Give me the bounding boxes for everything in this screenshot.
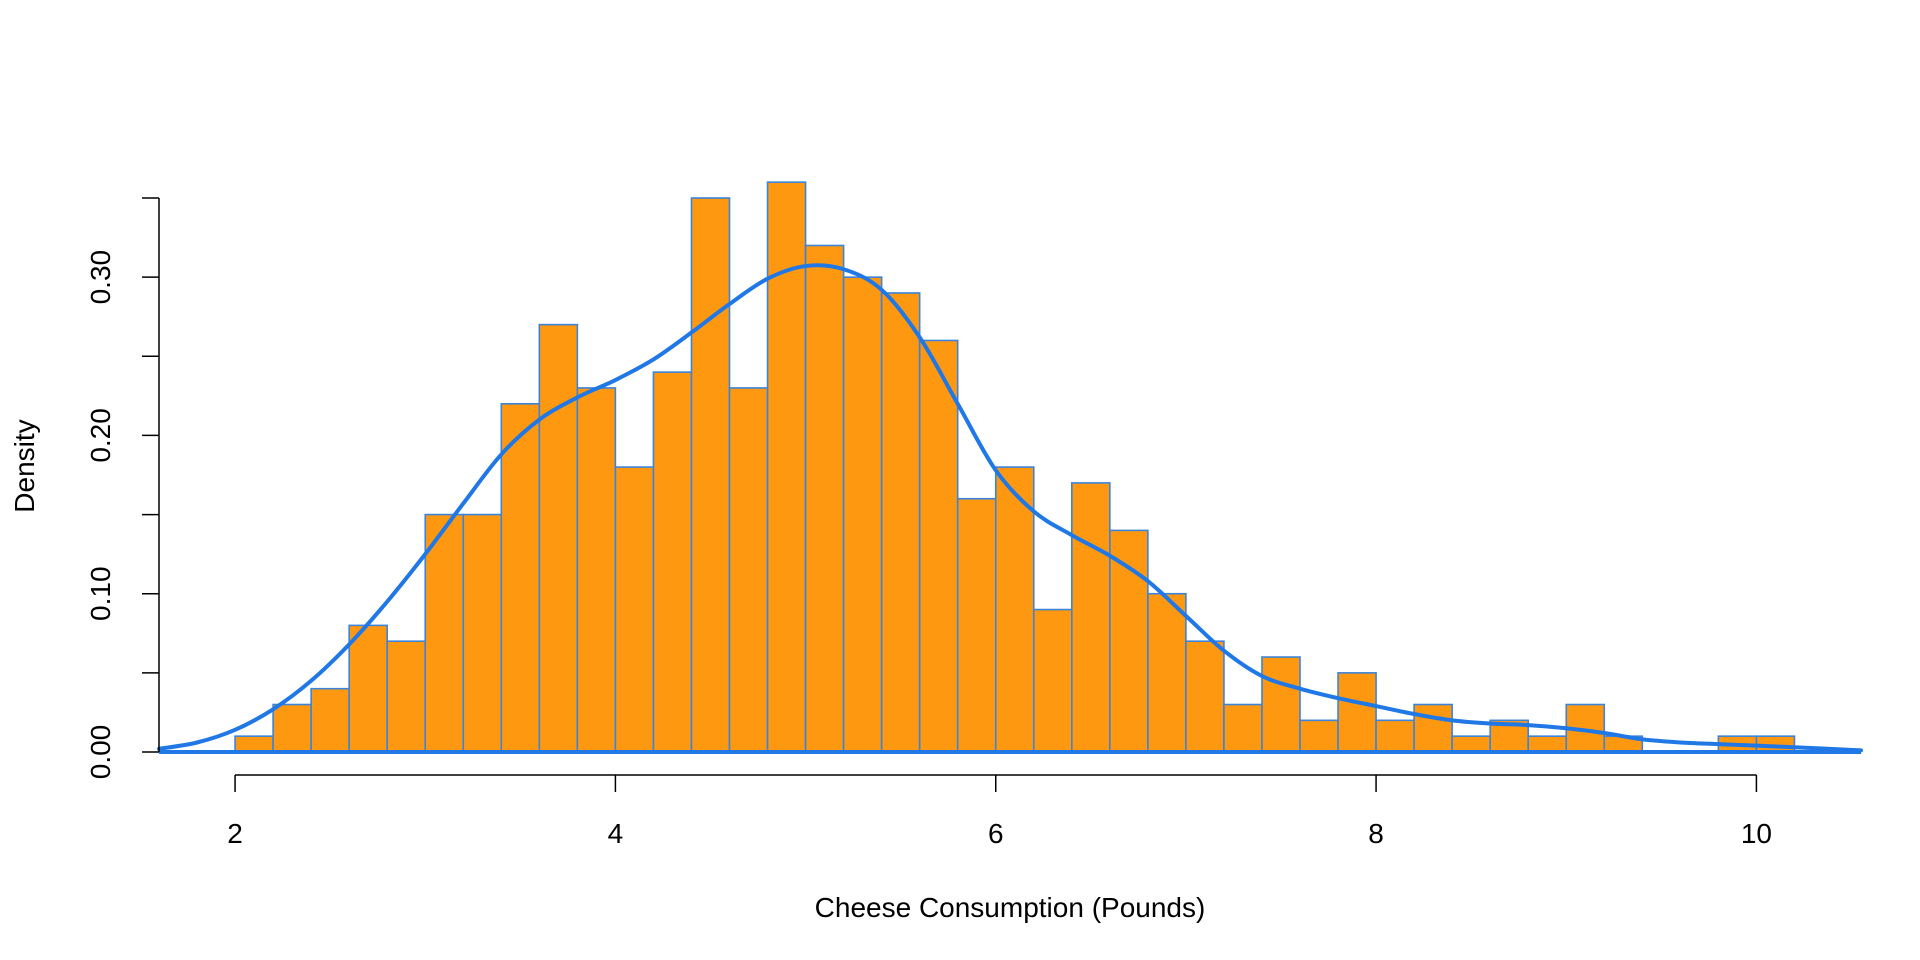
- histogram-bar: [918, 339, 959, 753]
- histogram-bar: [234, 735, 274, 753]
- histogram-bar: [804, 244, 845, 753]
- histogram-bar: [1413, 703, 1453, 753]
- histogram-bar: [1451, 735, 1491, 753]
- histogram-bar: [994, 466, 1035, 753]
- histogram-bar: [386, 640, 427, 753]
- x-tick-label: 6: [988, 818, 1004, 849]
- histogram-bar: [576, 387, 617, 753]
- histogram-bar: [956, 497, 997, 753]
- x-axis: 2 4 6 8 10: [227, 774, 1772, 849]
- histogram-bar: [1185, 640, 1225, 753]
- histogram-bar: [614, 466, 655, 753]
- y-axis-title: Density: [9, 419, 40, 512]
- histogram-bar: [1527, 735, 1568, 753]
- histogram-bar: [1147, 592, 1187, 753]
- density-curve-line: [157, 263, 1863, 753]
- x-tick-label: 8: [1368, 818, 1384, 849]
- histogram-bar: [1032, 608, 1073, 753]
- x-tick-label: 10: [1741, 818, 1772, 849]
- histogram-bar: [1223, 703, 1263, 753]
- histogram-bar: [538, 323, 579, 753]
- y-tick-label: 0.00: [85, 725, 116, 780]
- histogram-bar: [348, 624, 389, 753]
- y-axis: 0.00 0.10 0.20 0.30: [85, 197, 160, 780]
- y-tick-label: 0.10: [85, 566, 116, 621]
- histogram-bar: [272, 703, 312, 753]
- x-tick-label: 4: [608, 818, 624, 849]
- histogram-bar: [1071, 482, 1111, 753]
- histogram-bar: [500, 402, 541, 753]
- histogram-bar: [1109, 529, 1149, 753]
- histogram-bar: [462, 513, 503, 753]
- histogram-bar: [842, 276, 883, 753]
- histogram-bar: [1299, 719, 1339, 753]
- histogram-bar: [1375, 719, 1415, 753]
- y-tick-label: 0.30: [85, 250, 116, 305]
- histogram-bar: [1337, 672, 1377, 753]
- histogram-bar: [424, 513, 465, 753]
- histogram-bar: [652, 371, 693, 753]
- y-tick-label: 0.20: [85, 408, 116, 463]
- histogram-bar: [1261, 656, 1301, 753]
- histogram-bar: [310, 687, 350, 753]
- histogram-bars: [159, 181, 1861, 754]
- x-axis-title: Cheese Consumption (Pounds): [815, 892, 1206, 923]
- histogram-bar: [728, 387, 769, 753]
- histogram-bar: [690, 197, 731, 753]
- histogram-bar: [880, 292, 921, 753]
- x-tick-label: 2: [227, 818, 243, 849]
